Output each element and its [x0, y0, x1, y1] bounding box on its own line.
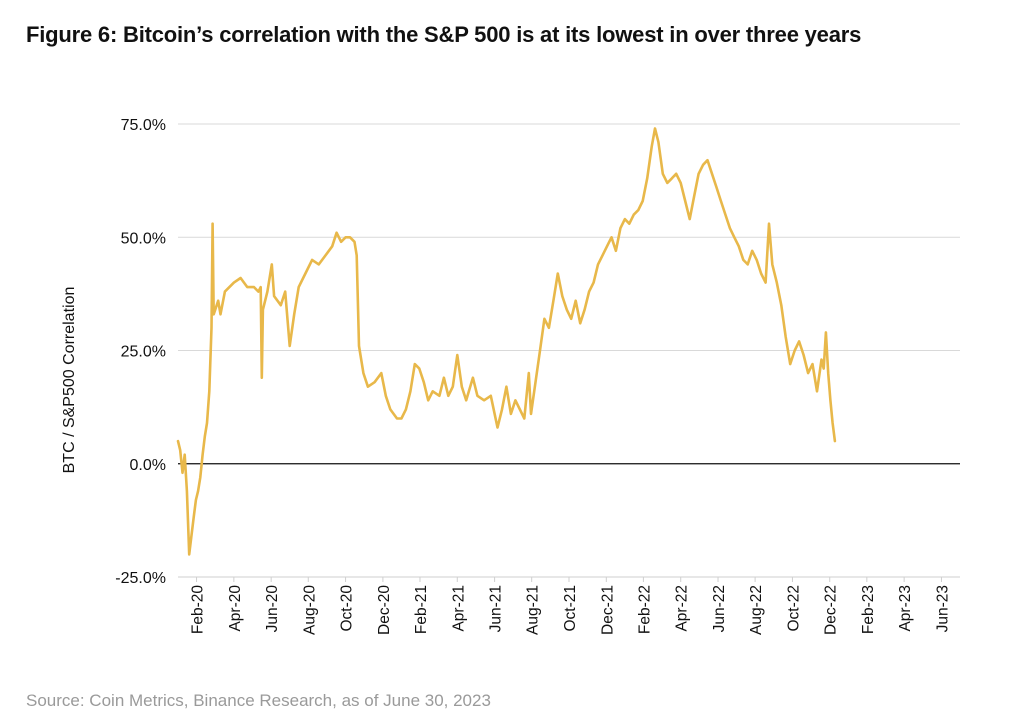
series-group [176, 127, 837, 556]
x-tick-label: Apr-20 [227, 585, 244, 632]
x-tick-labels: Feb-20 Apr-20 Jun-20 Aug-20 Oct-20 Dec-20 Feb-… [190, 577, 951, 635]
x-tick-label: Apr-22 [674, 585, 691, 632]
x-tick-label: Aug-21 [525, 585, 542, 635]
y-tick-label: 50.0% [121, 230, 166, 247]
x-tick-label: Aug-22 [748, 585, 765, 635]
x-tick-label: Feb-21 [413, 585, 430, 634]
x-tick-label: Aug-20 [301, 585, 318, 635]
x-tick-label: Oct-22 [785, 585, 802, 632]
x-tick-label: Dec-20 [376, 585, 393, 635]
x-tick-label: Oct-20 [339, 585, 356, 632]
x-tick-label: Feb-22 [636, 585, 653, 634]
x-tick-label: Jun-21 [488, 585, 505, 632]
source-note: Source: Coin Metrics, Binance Research, … [26, 691, 491, 710]
y-tick-label: 75.0% [121, 117, 166, 134]
x-tick-label: Dec-22 [823, 585, 840, 635]
x-tick-label: Feb-23 [860, 585, 877, 634]
y-tick-label: 0.0% [130, 457, 166, 474]
y-tick-label: 25.0% [121, 344, 166, 361]
x-tick-label: Oct-21 [562, 585, 579, 632]
x-tick-label: Apr-23 [897, 585, 914, 632]
x-tick-label: Jun-20 [264, 585, 281, 633]
x-tick-label: Apr-21 [450, 585, 467, 632]
chart-title: Figure 6: Bitcoin’s correlation with the… [26, 22, 862, 47]
x-tick-label: Jun-22 [711, 585, 728, 632]
x-tick-label: Feb-20 [190, 585, 207, 634]
y-tick-labels: 75.0% 50.0% 25.0% 0.0% -25.0% [115, 117, 166, 587]
x-tick-label: Dec-21 [599, 585, 616, 635]
y-tick-label: -25.0% [115, 570, 166, 587]
y-axis-label: BTC / S&P500 Correlation [61, 287, 78, 474]
grid-lines [178, 123, 960, 578]
x-tick-label: Jun-23 [934, 585, 951, 632]
series-line-btc-sp500-correlation [176, 127, 837, 556]
